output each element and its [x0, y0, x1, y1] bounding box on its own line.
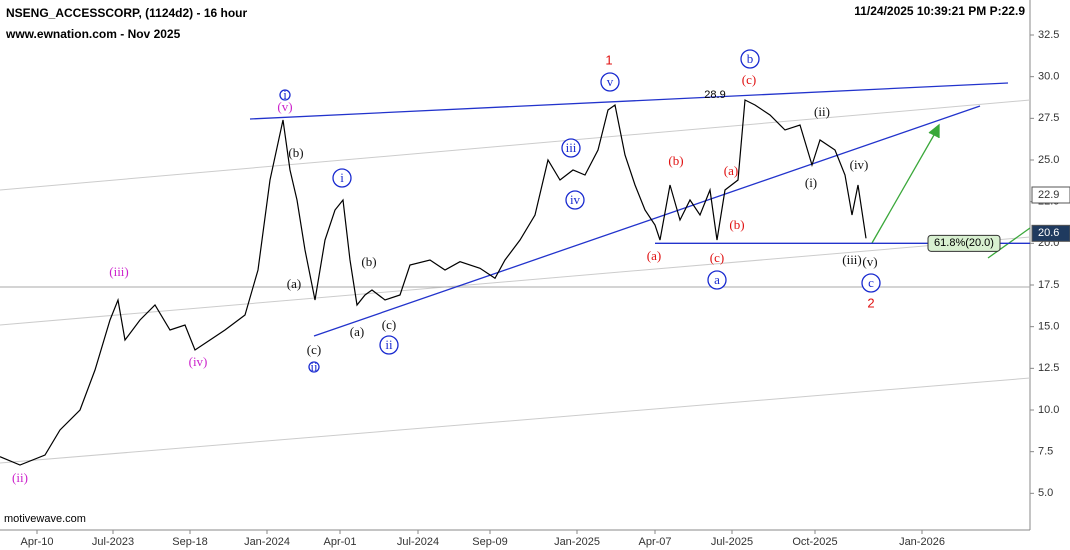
x-tick-label: Apr-01 — [323, 536, 356, 548]
peak-label: 28.9 — [704, 89, 725, 101]
y-tick-label: 5.0 — [1038, 487, 1053, 499]
wave-label: iv — [570, 192, 581, 207]
y-tick-label: 25.0 — [1038, 154, 1059, 166]
timestamp: 11/24/2025 10:39:21 PM P:22.9 — [854, 4, 1025, 18]
wave-label: (ii) — [12, 470, 28, 485]
wave-label: (a) — [647, 248, 661, 263]
wave-label: (v) — [862, 254, 877, 269]
x-tick-label: Oct-2025 — [792, 536, 837, 548]
chart-subtitle: www.ewnation.com - Nov 2025 — [5, 27, 181, 41]
wave-label: (b) — [288, 145, 303, 160]
price-badge-label: 22.9 — [1038, 189, 1059, 201]
y-tick-label: 7.5 — [1038, 446, 1053, 458]
wave-label: b — [747, 51, 754, 66]
wave-label: (a) — [287, 276, 301, 291]
wave-label: 2 — [867, 295, 874, 310]
channel-lines — [0, 99, 1031, 464]
fib-label-box — [927, 234, 1001, 252]
wave-label: (b) — [729, 217, 744, 232]
y-tick-label: 30.0 — [1038, 71, 1059, 83]
wave-label: v — [607, 74, 614, 89]
wave-label: i — [340, 170, 344, 185]
wave-label: (b) — [361, 254, 376, 269]
y-tick-label: 32.5 — [1038, 29, 1059, 41]
wave-circle — [600, 72, 620, 92]
fib-label: 61.8%(20.0) — [934, 237, 994, 249]
x-tick-label: Apr-10 — [20, 536, 53, 548]
chart-title: NSENG_ACCESSCORP, (1124d2) - 16 hour — [6, 6, 248, 20]
wave-label: (v) — [277, 99, 292, 114]
x-tick-label: Apr-07 — [638, 536, 671, 548]
y-tick-label: 27.5 — [1038, 112, 1059, 124]
wave-circle — [308, 361, 320, 373]
wave-label: ii — [385, 337, 393, 352]
wave-circle — [565, 190, 585, 210]
wave-label: (c) — [710, 250, 724, 265]
wave-circle — [707, 270, 727, 290]
wave-label: (iii) — [109, 264, 129, 279]
x-tick-label: Jul-2023 — [92, 536, 134, 548]
x-tick-label: Jan-2026 — [899, 536, 945, 548]
wave-label: (iv) — [850, 157, 869, 172]
x-tick-label: Sep-09 — [472, 536, 507, 548]
wave-label: 1 — [605, 52, 612, 67]
wave-label: (c) — [742, 72, 756, 87]
x-tick-label: Jan-2024 — [244, 536, 290, 548]
wave-circle — [561, 138, 581, 158]
price-badge-label: 20.6 — [1038, 227, 1059, 239]
wave-label: (a) — [724, 163, 738, 178]
y-tick-label: 12.5 — [1038, 362, 1059, 374]
wave-label: (iv) — [189, 354, 208, 369]
y-tick-label: 10.0 — [1038, 404, 1059, 416]
wave-circle — [379, 335, 399, 355]
y-tick-label: 17.5 — [1038, 279, 1059, 291]
source: motivewave.com — [4, 513, 86, 525]
price-badge — [1031, 224, 1070, 242]
wave-label: (a) — [350, 324, 364, 339]
x-tick-label: Jul-2024 — [397, 536, 439, 548]
wave-label: (c) — [307, 342, 321, 357]
wave-label: ii — [310, 359, 318, 374]
x-tick-label: Sep-18 — [172, 536, 207, 548]
wave-label: (ii) — [814, 104, 830, 119]
wave-circle — [740, 49, 760, 69]
x-tick-label: Jan-2025 — [554, 536, 600, 548]
trend-lines — [249, 82, 1009, 337]
wave-label: (iii) — [842, 252, 862, 267]
wave-label: (i) — [805, 175, 817, 190]
x-tick-label: Jul-2025 — [711, 536, 753, 548]
wave-label: iii — [566, 140, 577, 155]
wave-label: c — [868, 275, 874, 290]
wave-label: (b) — [668, 153, 683, 168]
price-badge — [1031, 186, 1070, 204]
wave-circle — [279, 89, 291, 101]
wave-label: a — [714, 272, 720, 287]
wave-circle — [332, 168, 352, 188]
y-tick-label: 15.0 — [1038, 321, 1059, 333]
wave-circle — [861, 273, 881, 293]
wave-label: i — [283, 87, 287, 102]
wave-label: (c) — [382, 317, 396, 332]
price-line — [0, 99, 867, 466]
